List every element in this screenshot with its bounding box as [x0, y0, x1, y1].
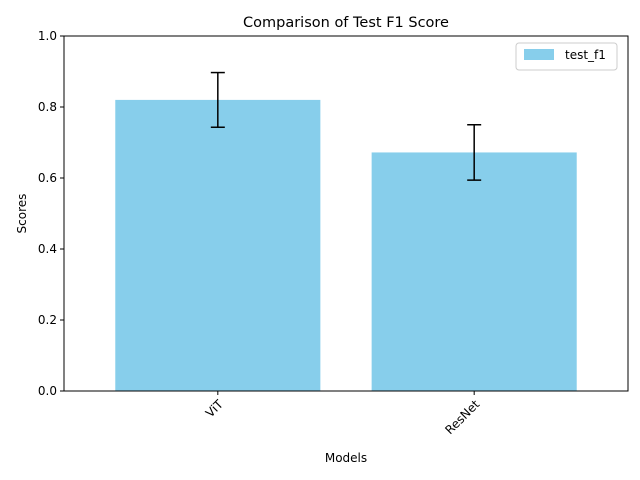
- legend-swatch: [524, 49, 554, 60]
- y-tick-label: 0.2: [38, 313, 57, 327]
- y-tick-label: 0.4: [38, 242, 57, 256]
- legend: test_f1: [515, 42, 618, 71]
- bar-vit: [115, 99, 321, 392]
- x-tick-label: ViT: [203, 397, 227, 421]
- bars-layer: [115, 99, 577, 392]
- x-tick-label: ResNet: [442, 397, 482, 437]
- y-tick-label: 0.0: [38, 384, 57, 398]
- y-axis-title: Scores: [15, 194, 29, 234]
- y-tick-label: 1.0: [38, 29, 57, 43]
- y-axis: 0.0 0.2 0.4 0.6 0.8 1.0: [38, 29, 64, 398]
- plot-frame: [63, 35, 629, 392]
- error-bars-layer: [210, 71, 482, 181]
- x-axis: ViT ResNet: [203, 391, 483, 437]
- legend-label: test_f1: [565, 48, 606, 62]
- x-axis-title: Models: [325, 451, 367, 465]
- chart-title: Comparison of Test F1 Score: [243, 15, 449, 31]
- error-bar-resnet: [467, 124, 482, 181]
- y-tick-label: 0.8: [38, 100, 57, 114]
- bar-resnet: [371, 152, 577, 391]
- y-tick-label: 0.6: [38, 171, 57, 185]
- error-bar-vit: [210, 71, 225, 128]
